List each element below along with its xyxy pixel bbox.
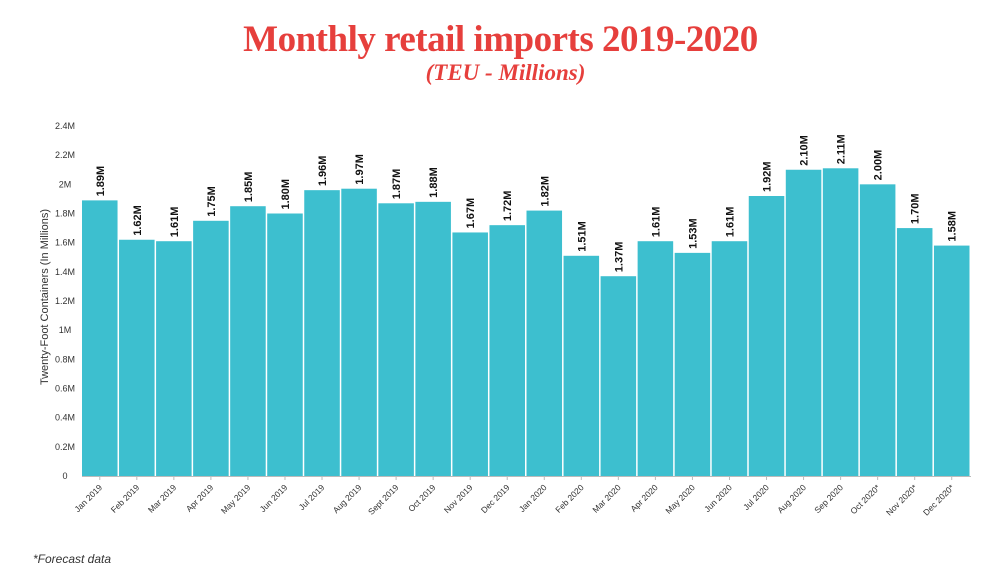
- footnote: *Forecast data: [33, 552, 112, 566]
- x-tick-label: Jul 2020: [741, 482, 771, 512]
- bar-value-label: 1.89M: [95, 166, 107, 197]
- bar: [711, 241, 748, 476]
- x-axis: Jan 2019 Feb 2019 Mar 2019 Apr 2019 May 2019…: [72, 476, 971, 517]
- bar: [415, 201, 451, 477]
- bars-group: 1.89M 1.62M 1.61M 1.75M 1.85M 1.80M 1.96M 1.97M…: [82, 134, 970, 477]
- bar-value-label: 1.61M: [650, 207, 662, 238]
- x-tick-label: May 2019: [219, 482, 253, 516]
- x-tick-label: Sep 2020: [812, 482, 845, 515]
- bar: [785, 169, 822, 476]
- bar-value-label: 1.61M: [724, 207, 736, 238]
- bar-value-label: 1.67M: [465, 198, 477, 229]
- x-tick-label: Jan 2020: [517, 482, 549, 514]
- chart-subtitle: (TEU - Millions): [425, 60, 586, 85]
- x-tick-label: Jan 2019: [72, 482, 104, 514]
- y-tick-label: 0.8M: [55, 354, 75, 364]
- bar-value-label: 1.87M: [391, 169, 403, 200]
- x-tick-label: Aug 2019: [331, 482, 364, 515]
- x-tick-label: Dec 2019: [479, 482, 512, 515]
- y-tick-label: 1.4M: [55, 267, 75, 277]
- y-tick-label: 0.4M: [55, 413, 75, 423]
- bar: [896, 228, 933, 476]
- bar: [933, 245, 970, 476]
- chart-title: Monthly retail imports 2019-2020: [243, 19, 758, 60]
- bar-value-label: 1.82M: [539, 176, 551, 207]
- bar: [304, 190, 340, 476]
- bar-value-label: 1.75M: [206, 186, 218, 217]
- bar-value-label: 2.00M: [873, 150, 885, 181]
- bar: [600, 276, 637, 476]
- y-axis: 0 0.2M 0.4M 0.6M 0.8M 1M 1.2M 1.4M 1.6M 1.8M 2M 2.2…: [55, 121, 75, 481]
- y-tick-label: 1.2M: [55, 296, 75, 306]
- bar-value-label: 1.92M: [762, 161, 774, 192]
- y-tick-label: 0: [62, 471, 67, 481]
- y-tick-label: 1M: [59, 325, 72, 335]
- y-tick-label: 1.8M: [55, 209, 75, 219]
- bar-value-label: 1.80M: [280, 179, 292, 210]
- bar: [748, 196, 785, 476]
- y-tick-label: 2M: [59, 179, 72, 189]
- bar-value-label: 1.37M: [613, 242, 625, 273]
- y-tick-label: 2.2M: [55, 150, 75, 160]
- bar: [489, 225, 525, 476]
- x-tick-label: Feb 2020: [553, 482, 586, 515]
- bar: [563, 255, 600, 476]
- y-tick-label: 0.6M: [55, 384, 75, 394]
- bar: [378, 203, 414, 476]
- bar-value-label: 1.72M: [502, 191, 514, 222]
- x-tick-label: Jun 2020: [702, 482, 734, 514]
- bar-value-label: 1.96M: [317, 156, 329, 187]
- bar: [193, 220, 229, 476]
- bar-value-label: 1.88M: [428, 167, 440, 198]
- x-tick-label: Aug 2020: [775, 482, 808, 515]
- bar-value-label: 1.53M: [687, 218, 699, 249]
- bar-value-label: 1.70M: [910, 194, 922, 225]
- bar-value-label: 2.11M: [836, 134, 848, 164]
- x-tick-label: Mar 2020: [590, 482, 623, 515]
- x-tick-label: Jun 2019: [258, 482, 290, 514]
- bar: [822, 168, 859, 476]
- bar: [526, 210, 563, 477]
- y-tick-label: 0.2M: [55, 442, 75, 452]
- x-tick-label: Oct 2020*: [848, 482, 882, 516]
- bar-value-label: 1.58M: [947, 211, 959, 242]
- bar: [341, 188, 377, 477]
- x-tick-label: Feb 2019: [109, 482, 142, 515]
- y-tick-label: 2.4M: [55, 121, 75, 131]
- bar: [859, 184, 896, 477]
- bar: [156, 241, 192, 476]
- bar: [82, 200, 118, 476]
- x-tick-label: Sept 2019: [366, 482, 401, 517]
- bar: [637, 241, 674, 476]
- x-tick-label: Nov 2019: [442, 482, 475, 515]
- x-tick-label: Oct 2019: [406, 482, 438, 514]
- bar-value-label: 1.97M: [354, 154, 366, 185]
- x-tick-label: Apr 2019: [184, 482, 216, 514]
- x-tick-label: Dec 2020*: [921, 482, 957, 518]
- x-tick-label: Jul 2019: [297, 482, 327, 512]
- bar: [452, 232, 488, 476]
- y-tick-label: 1.6M: [55, 238, 75, 248]
- x-tick-label: Mar 2019: [146, 482, 179, 515]
- bar-value-label: 1.62M: [132, 205, 144, 236]
- x-tick-label: May 2020: [663, 482, 697, 516]
- bar: [230, 206, 266, 477]
- bar-value-label: 1.85M: [243, 172, 255, 203]
- x-tick-label: Apr 2020: [628, 482, 660, 514]
- bar: [674, 252, 711, 476]
- bar-value-label: 1.61M: [169, 207, 181, 238]
- bar: [119, 239, 155, 476]
- y-axis-title: Twenty-Foot Containers (In Millions): [39, 209, 51, 385]
- bar-value-label: 2.10M: [799, 135, 811, 166]
- bar-value-label: 1.51M: [576, 221, 588, 252]
- x-tick-label: Nov 2020*: [884, 482, 920, 518]
- bar: [267, 213, 303, 476]
